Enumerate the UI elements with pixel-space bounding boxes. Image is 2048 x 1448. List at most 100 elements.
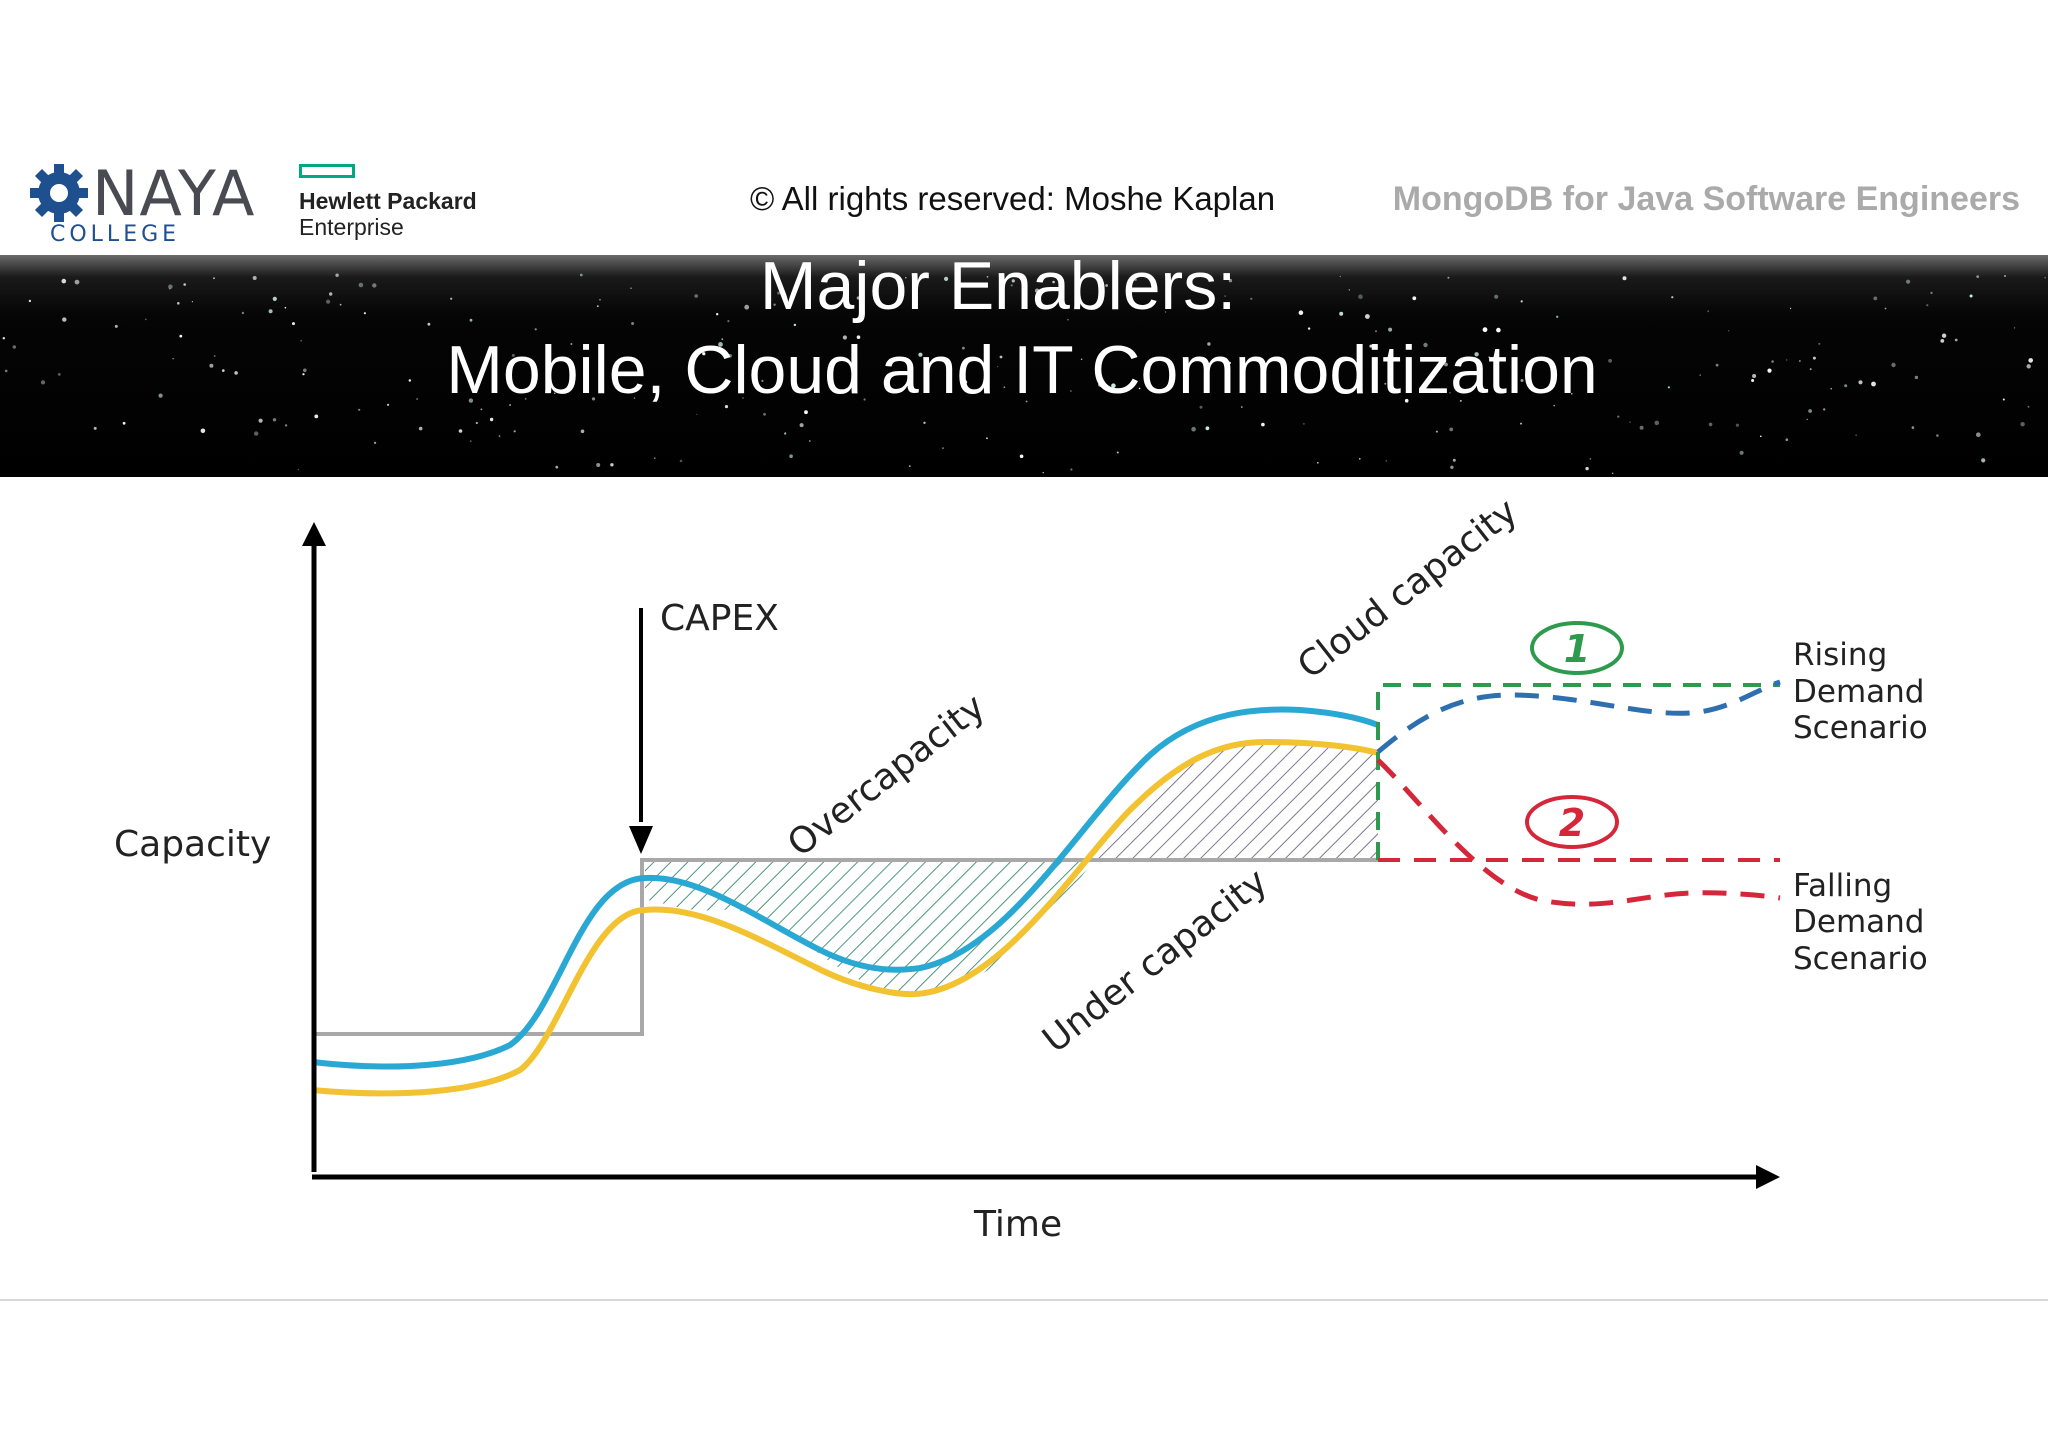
star	[28, 299, 32, 303]
star	[1708, 422, 1713, 427]
star	[480, 408, 483, 411]
naya-logo-word: NAYA	[92, 157, 256, 230]
star	[258, 418, 263, 423]
star	[339, 303, 342, 306]
star	[1444, 362, 1448, 367]
falling-scenario-label: Falling Demand Scenario	[1793, 868, 1928, 977]
falling-label-line2: Demand	[1793, 904, 1924, 940]
star	[57, 373, 61, 376]
star	[183, 283, 186, 286]
star	[2027, 405, 2030, 408]
star	[1011, 279, 1015, 283]
star	[579, 273, 583, 277]
star	[1808, 409, 1812, 413]
star	[1818, 342, 1821, 345]
star	[1936, 434, 1939, 437]
star	[254, 431, 259, 436]
star	[469, 440, 472, 442]
star	[1806, 418, 1808, 421]
star	[114, 324, 118, 328]
star	[1858, 380, 1863, 385]
star	[1629, 421, 1631, 423]
star	[703, 389, 706, 393]
star	[942, 447, 944, 449]
star	[596, 463, 601, 467]
star	[2020, 422, 2025, 427]
star	[200, 428, 206, 434]
star	[1871, 381, 1876, 387]
star	[4, 369, 8, 373]
star	[372, 283, 377, 288]
star	[179, 334, 183, 338]
star	[509, 404, 512, 406]
star	[1715, 363, 1719, 367]
star	[177, 302, 180, 305]
x-axis-label: Time	[973, 1204, 1062, 1245]
star	[1080, 358, 1083, 361]
star	[727, 320, 730, 323]
star	[241, 311, 245, 315]
star	[1553, 404, 1555, 407]
overcapacity-area	[645, 860, 1095, 995]
star	[511, 353, 515, 357]
rising-demand-curve	[1376, 679, 1781, 754]
star	[1751, 379, 1755, 382]
scenario-2-marker: 2	[1525, 795, 1619, 849]
capacity-diagram: Capacity Time CAPEX Overcapacity Under c…	[114, 491, 1928, 1245]
star	[728, 354, 732, 358]
star	[1423, 342, 1428, 348]
star	[1767, 368, 1772, 373]
gear-icon	[30, 164, 88, 222]
star	[1589, 458, 1592, 460]
star	[1474, 352, 1479, 357]
star	[302, 373, 305, 376]
star	[1358, 294, 1363, 299]
star	[1926, 304, 1929, 307]
star	[284, 424, 288, 427]
star	[1025, 400, 1028, 403]
scenario-1-marker: 1	[1530, 621, 1624, 675]
star	[122, 421, 126, 425]
star	[252, 276, 257, 280]
star	[358, 282, 364, 288]
star	[168, 287, 171, 290]
star	[363, 312, 366, 315]
star	[614, 371, 618, 374]
star	[1785, 438, 1789, 441]
star	[1019, 454, 1024, 459]
star	[1844, 384, 1848, 388]
hpe-logo: Hewlett Packard Enterprise	[299, 162, 499, 242]
star	[300, 340, 303, 342]
falling-demand-curve	[1376, 758, 1781, 907]
star	[387, 403, 390, 406]
star	[923, 421, 926, 424]
star	[1760, 435, 1762, 438]
star	[808, 440, 811, 442]
star	[524, 398, 527, 400]
star	[1812, 356, 1816, 360]
star	[62, 317, 67, 322]
star	[1447, 276, 1450, 279]
star	[450, 297, 453, 300]
star	[1617, 415, 1620, 418]
overcapacity-label: Overcapacity	[780, 686, 993, 865]
star	[475, 421, 478, 425]
star	[74, 279, 80, 285]
star	[1098, 382, 1103, 387]
star	[856, 296, 860, 300]
star	[1914, 375, 1919, 380]
star	[718, 342, 723, 347]
star	[986, 276, 989, 278]
star	[1359, 458, 1361, 460]
star	[1911, 426, 1915, 429]
star	[1459, 361, 1462, 364]
star	[1611, 472, 1614, 475]
star	[1671, 296, 1674, 299]
star	[1339, 311, 1344, 316]
hpe-logo-bar	[299, 164, 355, 178]
star	[1348, 289, 1350, 291]
star	[234, 371, 238, 375]
star	[1969, 294, 1973, 298]
star	[418, 426, 423, 431]
star	[761, 379, 764, 382]
